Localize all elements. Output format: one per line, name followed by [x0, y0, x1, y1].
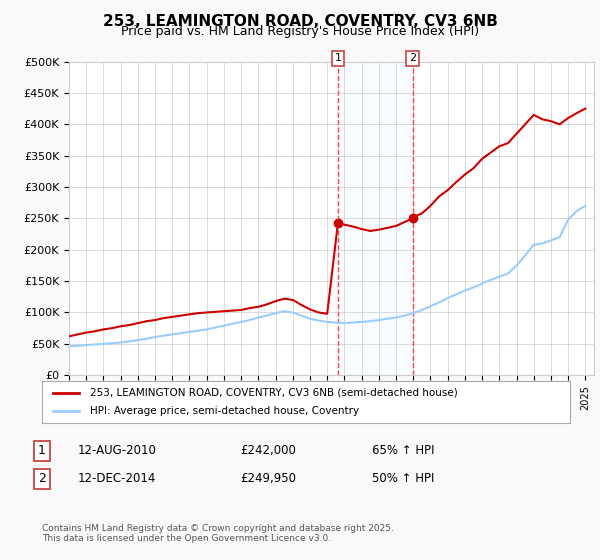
- Text: 253, LEAMINGTON ROAD, COVENTRY, CV3 6NB: 253, LEAMINGTON ROAD, COVENTRY, CV3 6NB: [103, 14, 497, 29]
- Text: £242,000: £242,000: [240, 444, 296, 458]
- Bar: [338, 62, 413, 375]
- Text: Contains HM Land Registry data © Crown copyright and database right 2025.
This d: Contains HM Land Registry data © Crown c…: [42, 524, 394, 543]
- Text: 1: 1: [38, 444, 46, 458]
- Text: 12-AUG-2010: 12-AUG-2010: [78, 444, 157, 458]
- Text: 1: 1: [334, 53, 341, 63]
- Text: 65% ↑ HPI: 65% ↑ HPI: [372, 444, 434, 458]
- Text: 2: 2: [409, 53, 416, 63]
- Text: Price paid vs. HM Land Registry's House Price Index (HPI): Price paid vs. HM Land Registry's House …: [121, 25, 479, 38]
- Text: 50% ↑ HPI: 50% ↑ HPI: [372, 472, 434, 486]
- Text: HPI: Average price, semi-detached house, Coventry: HPI: Average price, semi-detached house,…: [89, 406, 359, 416]
- Text: £249,950: £249,950: [240, 472, 296, 486]
- Text: 2: 2: [38, 472, 46, 486]
- Text: 253, LEAMINGTON ROAD, COVENTRY, CV3 6NB (semi-detached house): 253, LEAMINGTON ROAD, COVENTRY, CV3 6NB …: [89, 388, 457, 398]
- Text: 12-DEC-2014: 12-DEC-2014: [78, 472, 157, 486]
